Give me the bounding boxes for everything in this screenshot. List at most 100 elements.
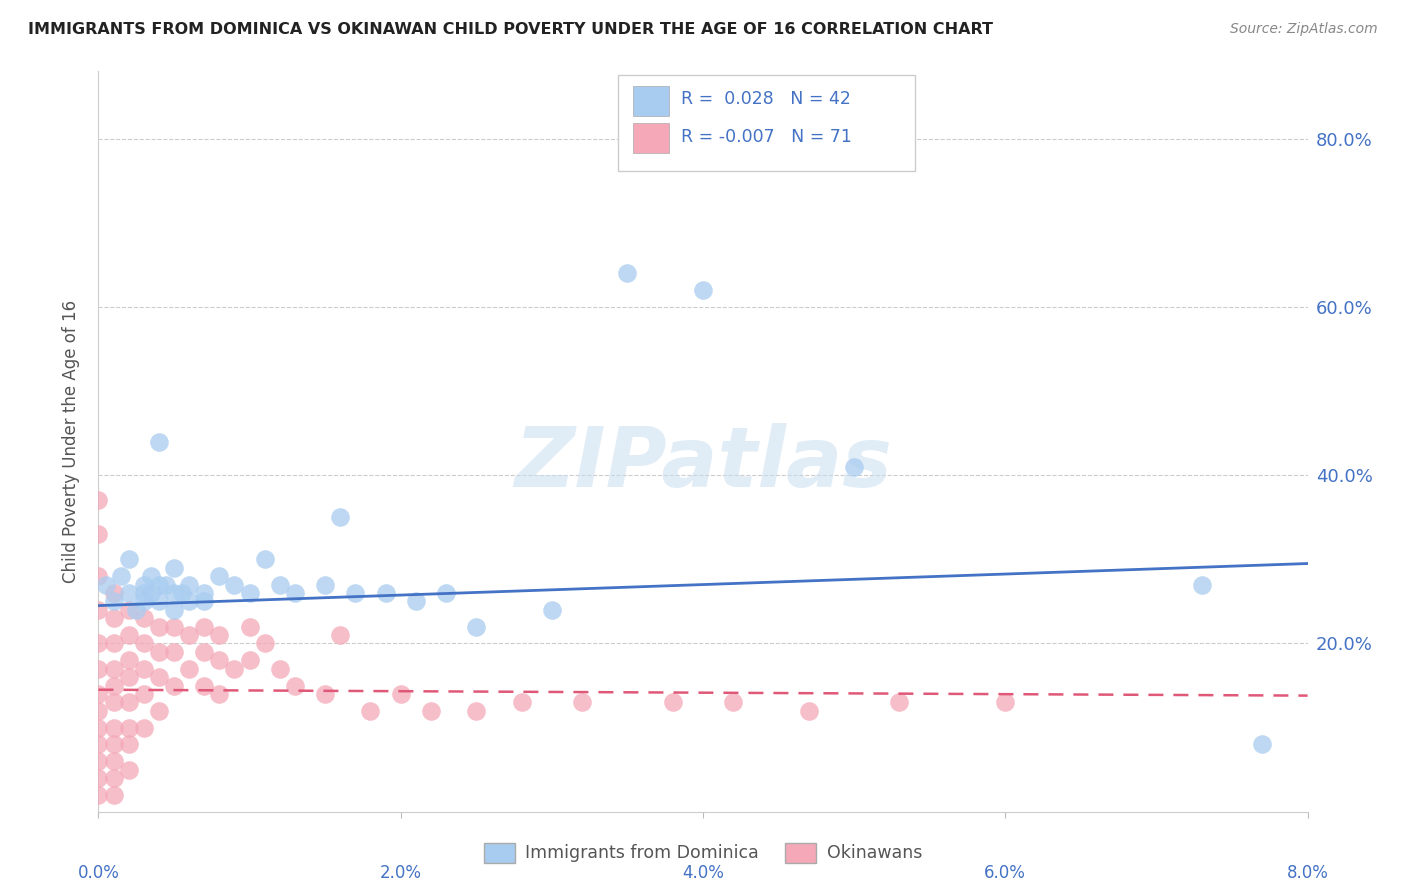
Point xyxy=(170,586,193,600)
Point xyxy=(193,594,215,608)
Point xyxy=(148,670,170,684)
Point xyxy=(1251,738,1274,752)
Point xyxy=(110,569,132,583)
Point xyxy=(132,662,155,676)
Point xyxy=(208,569,231,583)
Point xyxy=(103,788,125,802)
Point xyxy=(87,493,110,508)
Text: 2.0%: 2.0% xyxy=(380,863,422,881)
Point xyxy=(692,283,714,297)
Text: 8.0%: 8.0% xyxy=(1286,863,1329,881)
Point xyxy=(540,603,562,617)
Point xyxy=(87,721,110,735)
Text: Source: ZipAtlas.com: Source: ZipAtlas.com xyxy=(1230,22,1378,37)
Point xyxy=(253,552,276,566)
Point xyxy=(118,738,141,752)
Text: R = -0.007   N = 71: R = -0.007 N = 71 xyxy=(682,128,852,145)
Point xyxy=(148,594,170,608)
Point xyxy=(103,594,125,608)
Point xyxy=(179,577,201,591)
Point xyxy=(132,721,155,735)
Point xyxy=(87,754,110,768)
Point xyxy=(239,653,262,667)
Point xyxy=(87,603,110,617)
Point xyxy=(269,662,291,676)
Point xyxy=(208,653,231,667)
Point xyxy=(87,788,110,802)
Point xyxy=(118,763,141,777)
Point xyxy=(87,771,110,785)
Point xyxy=(616,266,638,280)
Point xyxy=(155,577,177,591)
Point xyxy=(87,527,110,541)
Point xyxy=(118,586,141,600)
Point xyxy=(193,586,215,600)
Point xyxy=(148,704,170,718)
Point xyxy=(434,586,457,600)
Point xyxy=(661,695,683,709)
Point xyxy=(103,695,125,709)
Point xyxy=(179,628,201,642)
Point xyxy=(103,738,125,752)
Point xyxy=(132,586,155,600)
Point xyxy=(132,577,155,591)
Point xyxy=(208,687,231,701)
Point xyxy=(103,679,125,693)
Point xyxy=(141,586,163,600)
Point xyxy=(163,603,186,617)
Point xyxy=(118,721,141,735)
Point xyxy=(193,645,215,659)
Point xyxy=(360,704,382,718)
Point xyxy=(510,695,533,709)
Point xyxy=(269,577,291,591)
Point xyxy=(87,687,110,701)
Point xyxy=(118,653,141,667)
Text: R =  0.028   N = 42: R = 0.028 N = 42 xyxy=(682,90,851,109)
Legend: Immigrants from Dominica, Okinawans: Immigrants from Dominica, Okinawans xyxy=(477,836,929,870)
Point xyxy=(329,510,352,524)
Point xyxy=(141,569,163,583)
Point xyxy=(314,687,336,701)
Point xyxy=(87,569,110,583)
Point xyxy=(118,603,141,617)
Point xyxy=(103,771,125,785)
Point xyxy=(103,586,125,600)
Point xyxy=(148,577,170,591)
Point xyxy=(723,695,745,709)
Point xyxy=(118,670,141,684)
Point xyxy=(284,679,307,693)
Point xyxy=(465,704,488,718)
Point xyxy=(420,704,443,718)
Point xyxy=(148,645,170,659)
Point xyxy=(994,695,1017,709)
Point xyxy=(374,586,396,600)
Point xyxy=(224,577,246,591)
Point xyxy=(118,628,141,642)
Point xyxy=(118,695,141,709)
Point xyxy=(344,586,367,600)
Point xyxy=(193,679,215,693)
Text: IMMIGRANTS FROM DOMINICA VS OKINAWAN CHILD POVERTY UNDER THE AGE OF 16 CORRELATI: IMMIGRANTS FROM DOMINICA VS OKINAWAN CHI… xyxy=(28,22,993,37)
Point xyxy=(797,704,820,718)
Point xyxy=(179,594,201,608)
Point xyxy=(163,586,186,600)
Point xyxy=(148,619,170,633)
Point xyxy=(87,704,110,718)
Point xyxy=(103,754,125,768)
Point xyxy=(125,603,148,617)
Y-axis label: Child Poverty Under the Age of 16: Child Poverty Under the Age of 16 xyxy=(62,300,80,583)
Point xyxy=(132,636,155,650)
Point xyxy=(284,586,307,600)
Point xyxy=(329,628,352,642)
Point xyxy=(103,636,125,650)
Point xyxy=(208,628,231,642)
FancyBboxPatch shape xyxy=(633,123,669,153)
Point xyxy=(132,594,155,608)
Point xyxy=(132,687,155,701)
Point xyxy=(103,721,125,735)
Point xyxy=(103,611,125,625)
Point xyxy=(239,619,262,633)
Text: 6.0%: 6.0% xyxy=(984,863,1026,881)
Point xyxy=(389,687,412,701)
Point xyxy=(87,738,110,752)
